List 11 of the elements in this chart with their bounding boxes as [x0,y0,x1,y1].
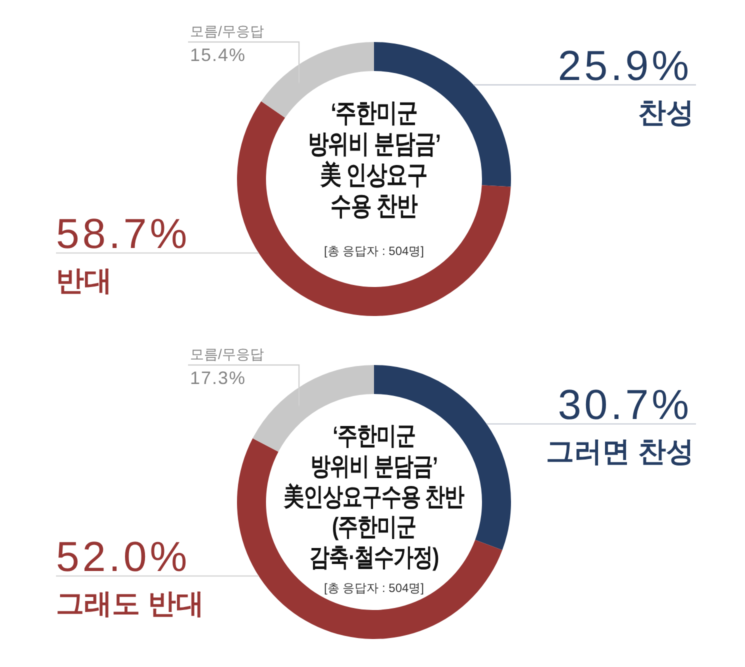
annotation: [총 응답자 : 504명] [324,581,424,595]
title: 美 인상요구 [320,160,428,189]
title: 감축·철수가정) [310,544,438,572]
title: 수용 찬반 [330,191,418,220]
annotation: [총 응답자 : 504명] [324,244,424,258]
title: 美인상요구수용 찬반 [284,482,464,510]
title: 방위비 분담금’ [310,452,438,480]
title: ‘주한미군 [330,98,418,127]
title: ‘주한미군 [332,422,416,450]
title: (주한미군 [332,513,416,541]
title: 방위비 분담금’ [308,129,440,158]
